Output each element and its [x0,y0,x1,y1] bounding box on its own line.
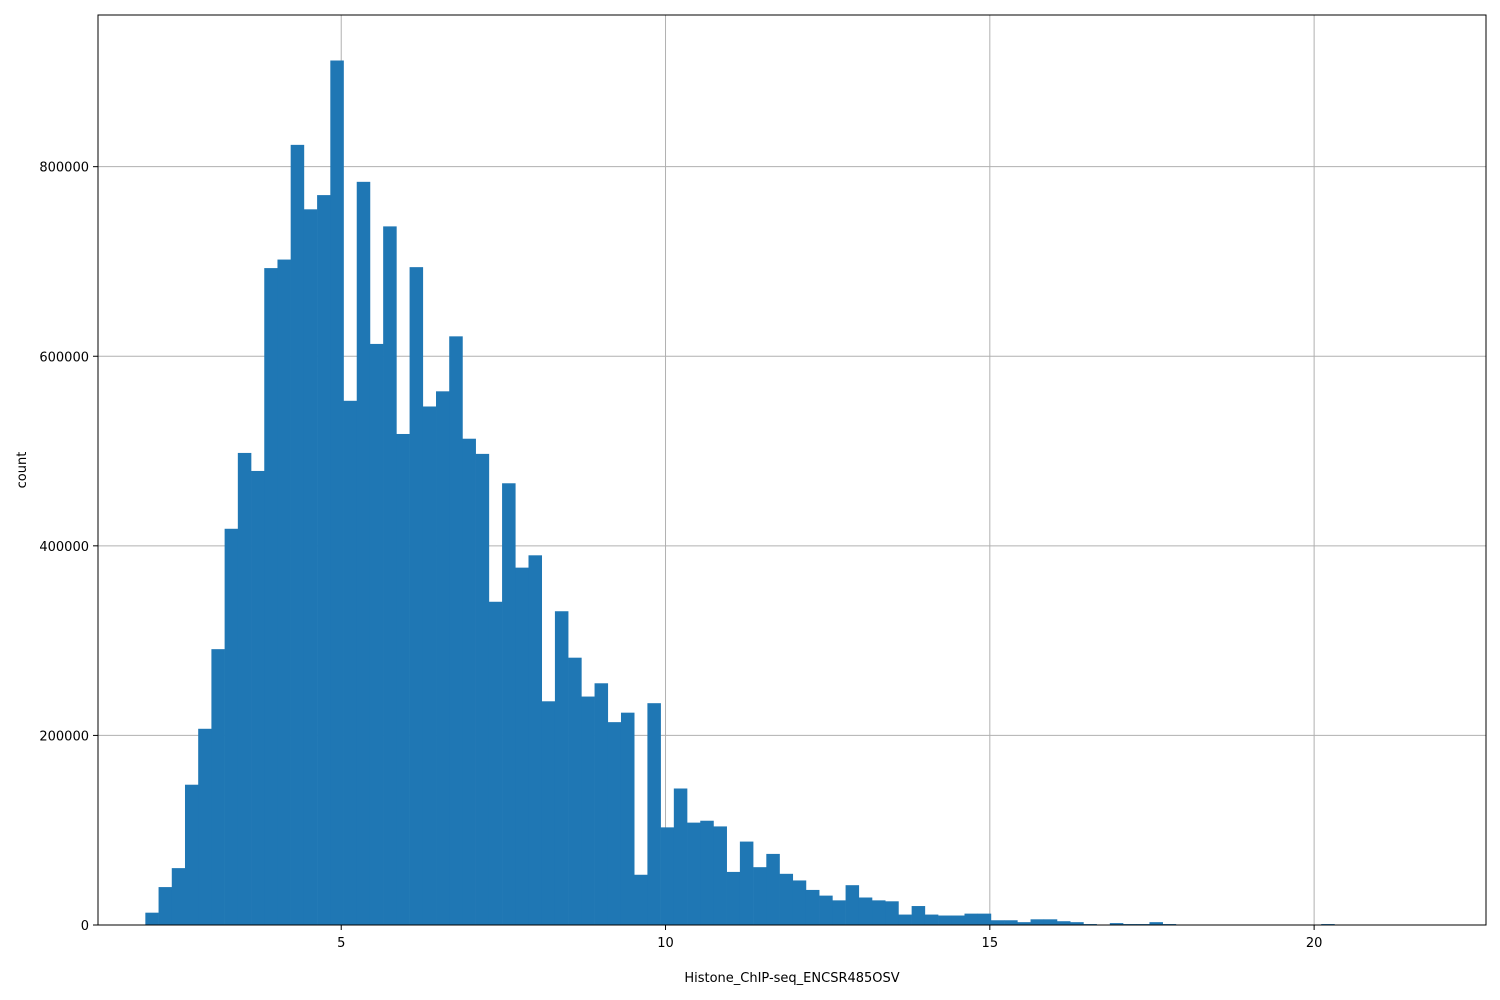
histogram-bar [1017,922,1031,925]
histogram-bar [594,683,609,925]
histogram-bar [475,453,490,925]
histogram-bar [145,912,159,925]
histogram-bar [1004,920,1018,925]
histogram-bar [845,885,860,925]
histogram-bar [660,827,675,925]
histogram-bar [885,901,899,925]
histogram-bar [766,853,780,925]
histogram-bar [951,915,965,925]
histogram-bar [541,701,556,925]
y-tick-label: 200000 [39,729,89,744]
histogram-bar [383,226,397,925]
histogram-bar [568,657,582,925]
histogram-bar [898,914,912,925]
histogram-bar [343,400,358,925]
histogram-bar [581,696,595,925]
histogram-bar [515,567,529,925]
histogram-bar [620,712,635,925]
histogram-bar [964,913,979,925]
histogram-bar [739,841,754,925]
histogram-bar [1149,922,1163,925]
histogram-bar [237,452,252,925]
histogram-bar [977,913,992,925]
x-axis-ticks: 5 10 15 20 [337,925,1322,951]
y-tick-label: 0 [81,919,89,934]
histogram-bar [277,259,291,925]
histogram-bar [726,871,741,925]
histogram-bar [554,611,569,925]
histogram-bar [713,826,727,925]
y-axis-ticks: 0 200000 400000 600000 800000 [39,161,98,934]
x-tick-label: 20 [1306,936,1323,951]
histogram-bar [1056,921,1071,925]
histogram-bar [858,897,873,925]
histogram-bar [1043,919,1058,925]
histogram-bar [224,528,239,925]
histogram-bar [872,900,886,925]
histogram-bar [449,336,463,925]
histogram-bar [198,728,212,925]
histogram-bar [251,470,265,925]
histogram-bar [687,822,701,925]
histogram-bar [634,874,648,925]
histogram-bar [158,887,173,925]
histogram-bar [1030,919,1045,925]
histogram-bar [396,433,410,925]
histogram-bar [317,195,331,925]
histogram-bar [171,868,186,925]
histogram-bar [422,406,437,925]
x-tick-label: 5 [337,936,345,951]
histogram-bar [264,268,278,925]
y-tick-label: 600000 [39,350,89,365]
histogram-bar [805,889,820,925]
histogram-bar [753,867,767,925]
histogram-bar [1070,922,1084,925]
histogram-bar [436,391,450,926]
histogram-bar [819,895,833,925]
histogram-bar [647,703,661,925]
histogram-bar [409,267,424,925]
y-axis-label: count [15,452,30,489]
y-tick-label: 400000 [39,540,89,555]
x-tick-label: 10 [657,936,674,951]
histogram-bar [502,483,516,925]
histogram-bar [369,343,384,925]
histogram-bar [211,649,225,925]
histogram-bar [488,601,503,925]
histogram-bar [184,784,199,925]
plot-frame [97,14,1487,926]
histogram-bar [1109,923,1124,925]
histogram-bars [145,60,1335,926]
histogram-bar [990,920,1005,925]
histogram-bar [303,209,318,925]
x-axis-label: Histone_ChIP-seq_ENCSR485OSV [684,971,899,986]
histogram-bar [792,880,807,925]
histogram-bar [911,906,926,925]
histogram-bar [330,60,344,925]
histogram-bar [673,788,688,925]
histogram-bar [700,820,714,925]
histogram-bar [290,144,305,926]
histogram-bar [832,900,846,925]
histogram-bar [779,873,794,925]
histogram-bar [924,914,939,925]
histogram-bar [607,722,622,925]
histogram-bar [528,555,543,925]
x-tick-label: 15 [982,936,999,951]
histogram-bar [356,181,371,926]
histogram-bar [938,915,952,925]
histogram-bar [462,438,476,925]
y-tick-label: 800000 [39,161,89,176]
